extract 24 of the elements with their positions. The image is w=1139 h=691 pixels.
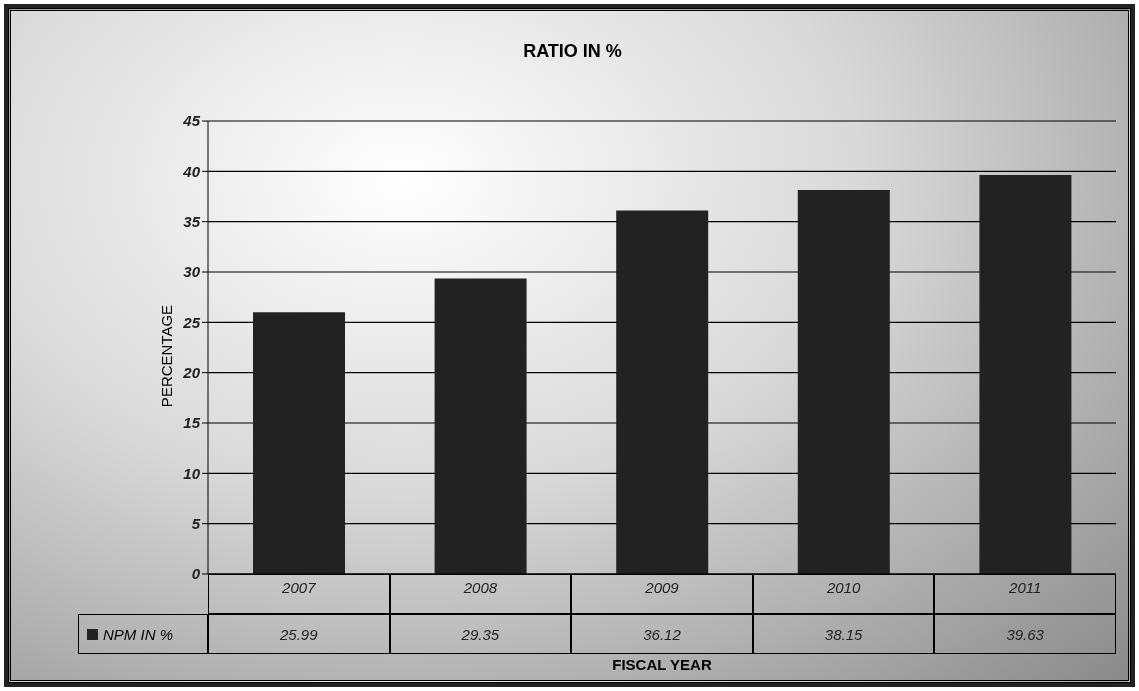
y-tick-label: 20 bbox=[182, 363, 201, 381]
y-tick-label: 0 bbox=[191, 565, 201, 583]
legend-label: NPM IN % bbox=[78, 614, 208, 654]
y-tick-label: 15 bbox=[183, 414, 201, 432]
x-tick-label: 2008 bbox=[462, 578, 498, 596]
y-axis-title: PERCENTAGE bbox=[157, 304, 175, 408]
y-tick-label: 35 bbox=[183, 212, 201, 230]
data-label: 36.12 bbox=[571, 614, 753, 654]
y-tick-label: 40 bbox=[182, 162, 201, 180]
x-tick-label: 2007 bbox=[281, 578, 317, 596]
y-tick-label: 30 bbox=[183, 263, 201, 281]
y-tick-label: 10 bbox=[183, 464, 201, 482]
y-tick-label: 25 bbox=[182, 313, 201, 331]
chart-title: RATIO IN % bbox=[522, 41, 623, 62]
x-tick-label: 2009 bbox=[644, 578, 680, 596]
x-axis-title: FISCAL YEAR bbox=[611, 656, 713, 673]
y-tick-label: 45 bbox=[182, 112, 201, 130]
x-tick-label: 2011 bbox=[1008, 578, 1042, 596]
x-tick-label: 2010 bbox=[825, 578, 861, 596]
data-label: 39.63 bbox=[934, 614, 1116, 654]
data-label: 29.35 bbox=[389, 614, 572, 654]
data-label: 25.99 bbox=[208, 614, 390, 654]
data-label: 38.15 bbox=[752, 614, 935, 654]
y-tick-label: 5 bbox=[191, 514, 201, 532]
